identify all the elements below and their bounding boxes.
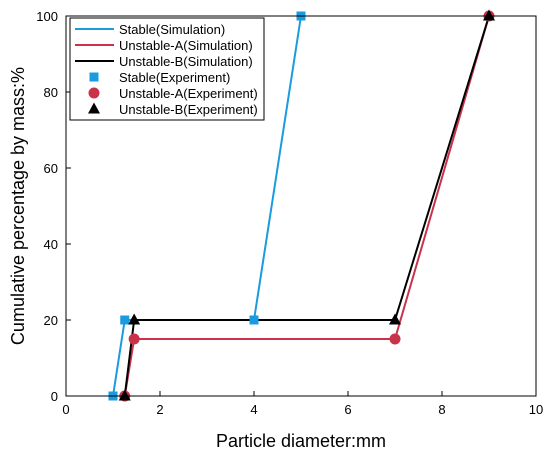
data-point-circle [389,333,401,345]
data-point-triangle [483,9,495,21]
legend-label: Unstable-A(Experiment) [119,86,258,101]
y-tick-label: 80 [44,85,58,100]
x-tick-label: 8 [438,402,445,417]
x-tick-label: 6 [344,402,351,417]
legend: Stable(Simulation)Unstable-A(Simulation)… [69,17,265,121]
legend-label: Unstable-B(Experiment) [119,102,258,117]
data-point-square [249,315,259,325]
legend-label: Stable(Simulation) [119,22,225,37]
legend-marker-triangle [88,102,100,114]
series-5 [118,9,495,401]
legend-marker-circle [88,87,100,99]
y-tick-label: 40 [44,237,58,252]
legend-label: Stable(Experiment) [119,70,230,85]
x-tick-label: 10 [529,402,543,417]
data-point-triangle [128,313,141,325]
series-line [123,15,490,397]
legend-box [69,17,265,121]
series-1 [123,15,490,397]
series-line [123,15,490,397]
data-point-triangle [118,389,131,401]
legend-item: Unstable-B(Simulation) [75,54,253,69]
legend-item: Stable(Simulation) [75,22,225,37]
legend-item: Unstable-A(Experiment) [88,86,258,101]
y-axis-ticks: 0 20 40 60 80 100 [36,9,71,404]
x-axis-label: Particle diameter:mm [216,431,386,451]
legend-item: Unstable-B(Experiment) [88,102,258,117]
x-axis-ticks: 0 2 4 6 8 10 [62,391,543,417]
data-point-circle [128,333,140,345]
plot-marks [108,9,495,402]
y-tick-label: 0 [51,389,58,404]
data-point-triangle [389,313,401,325]
data-point-square [120,315,130,325]
y-tick-label: 100 [36,9,58,24]
series-2 [123,15,490,397]
y-tick-label: 60 [44,161,58,176]
legend-label: Unstable-A(Simulation) [119,38,253,53]
legend-label: Unstable-B(Simulation) [119,54,253,69]
plot-frame [65,15,537,397]
x-tick-label: 2 [156,402,163,417]
y-axis-label: Cumulative percentage by mass:% [8,67,28,345]
x-tick-label: 0 [62,402,69,417]
legend-item: Stable(Experiment) [89,70,230,85]
legend-item: Unstable-A(Simulation) [75,38,253,53]
legend-marker-square [89,72,99,82]
y-tick-label: 20 [44,313,58,328]
x-tick-label: 4 [250,402,257,417]
